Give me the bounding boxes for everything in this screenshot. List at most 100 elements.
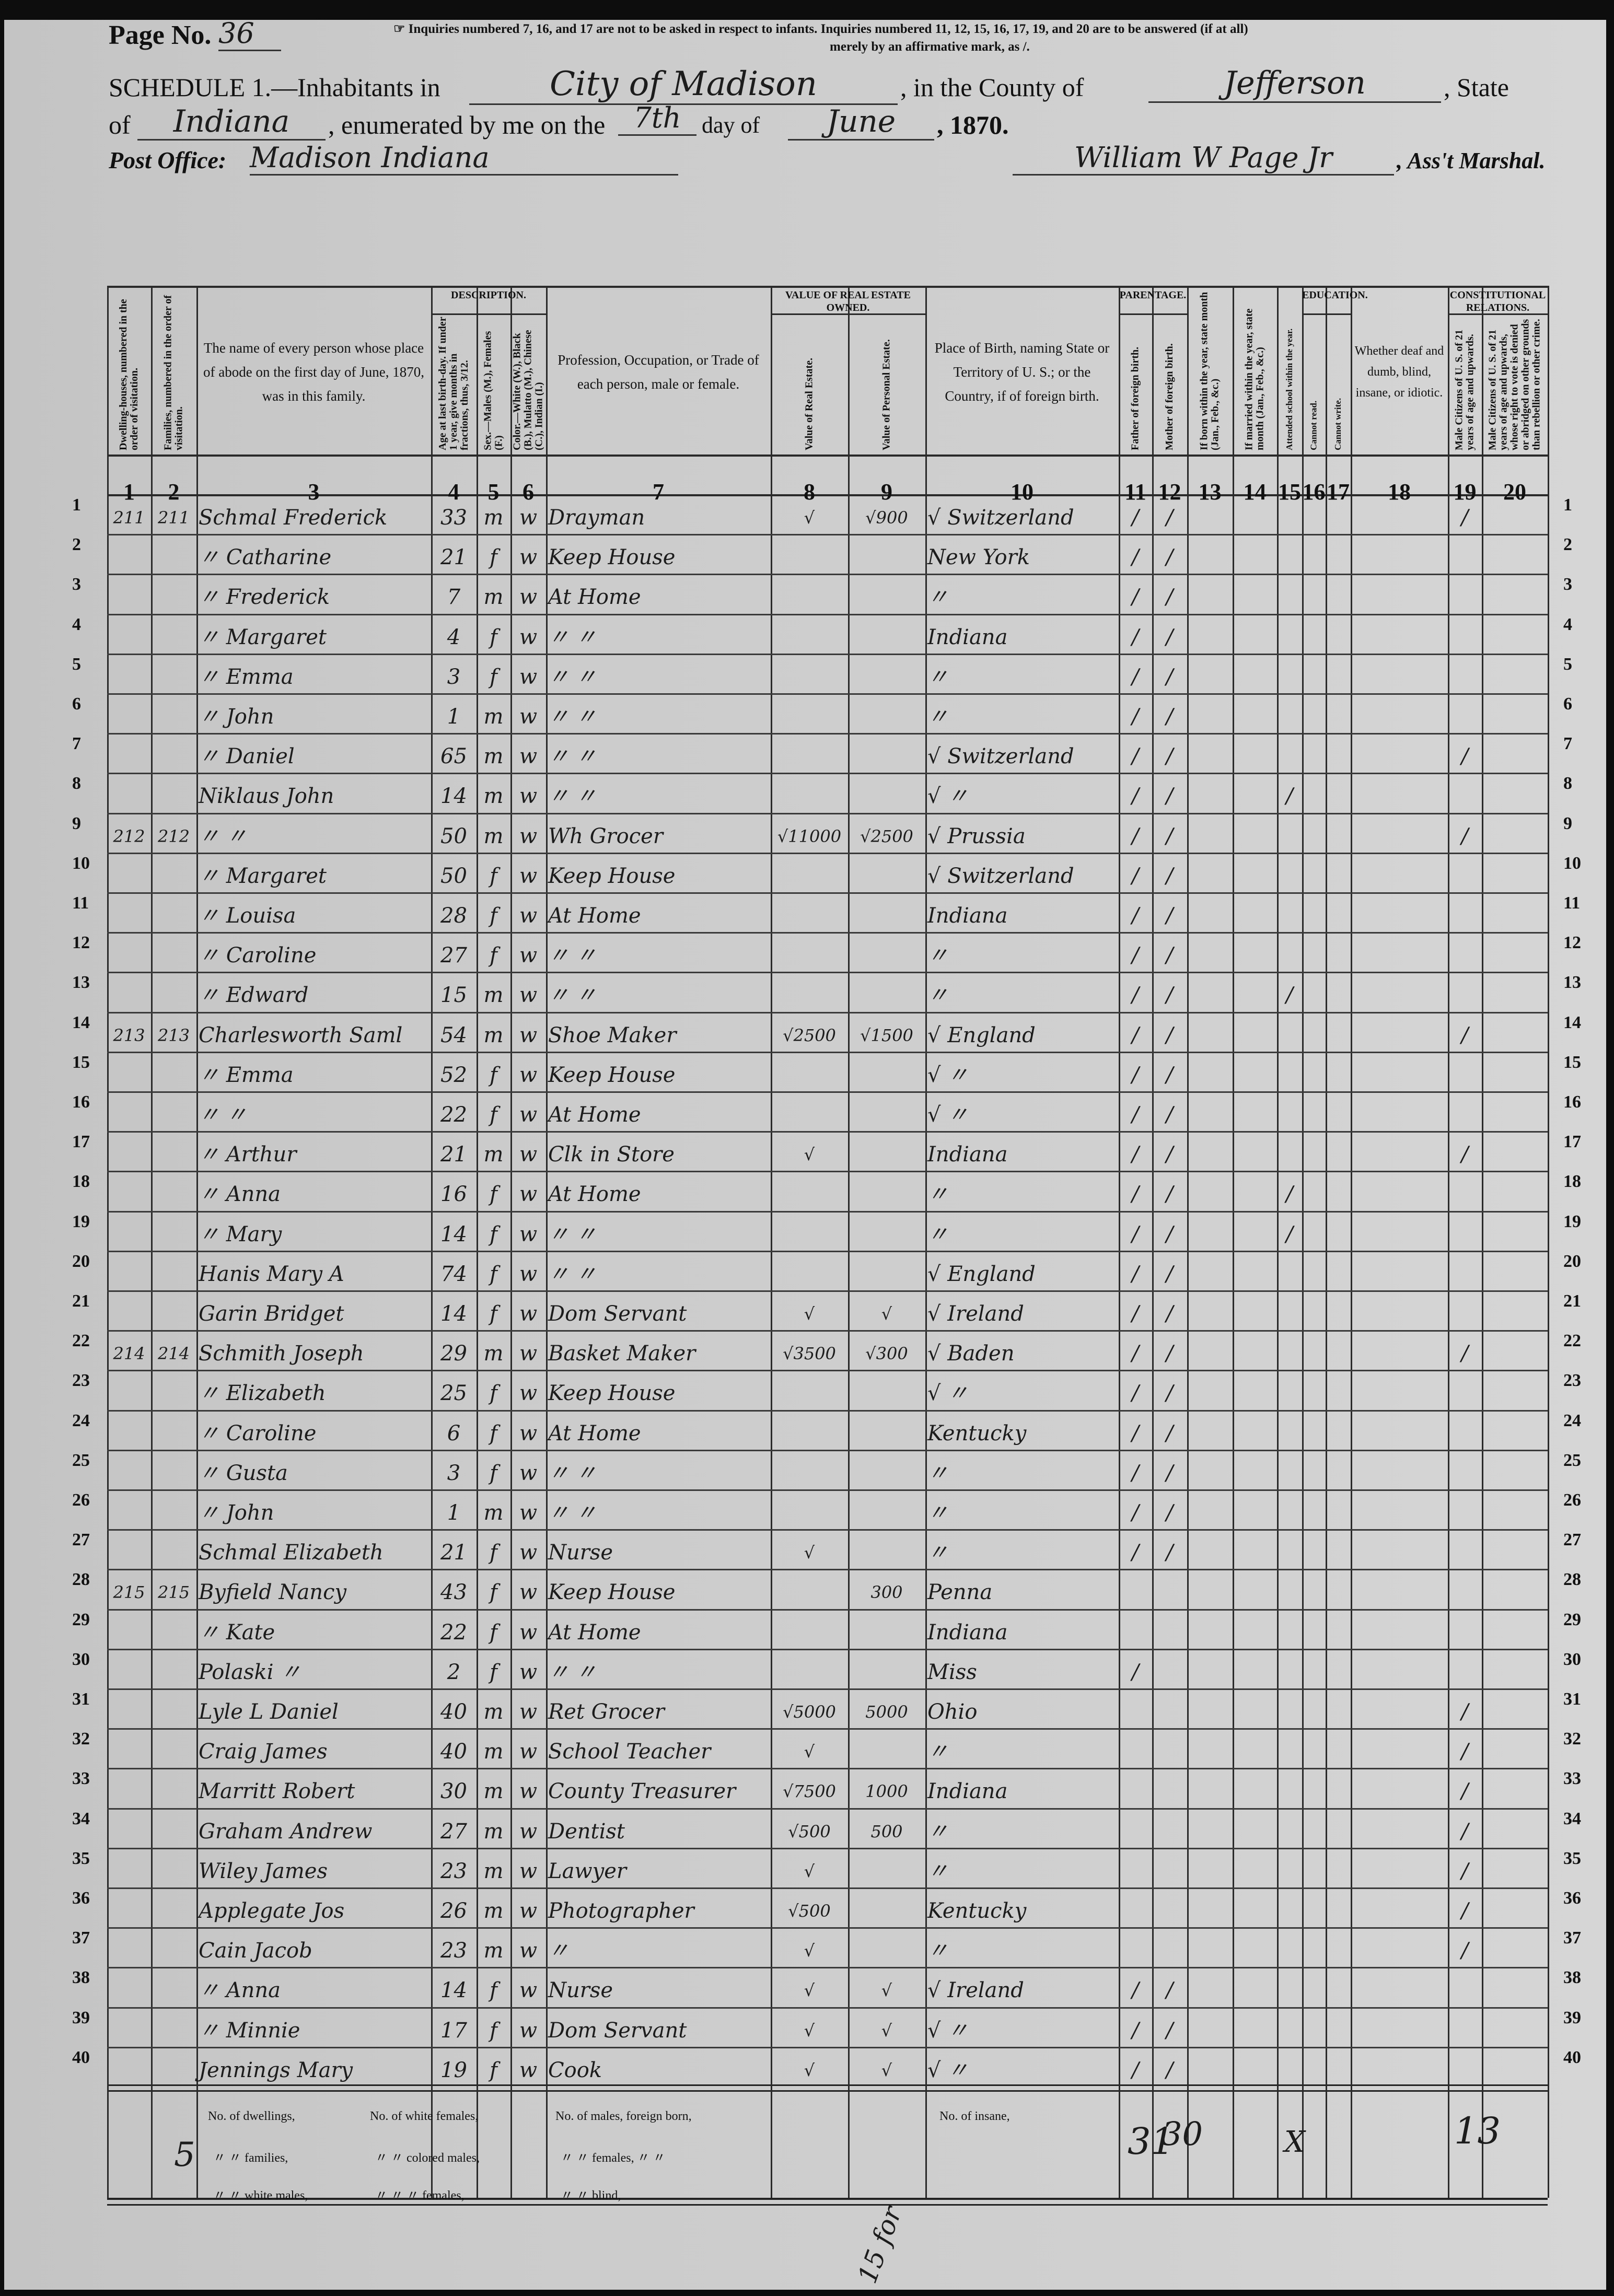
cell-personal-estate: √300	[865, 1344, 908, 1364]
column-number-8: 8	[804, 479, 815, 505]
cell-age: 3	[447, 665, 461, 689]
cell-color: w	[519, 1541, 538, 1565]
cell-father: /	[1132, 943, 1139, 968]
cell-mother: /	[1166, 2018, 1174, 2043]
row-rule	[107, 1409, 1548, 1412]
cell-name: 〃 Emma	[199, 1063, 294, 1087]
cell-name: Applegate Jos	[199, 1899, 345, 1923]
cell-father: /	[1132, 665, 1139, 689]
cell-color: w	[519, 705, 538, 729]
column-number-18: 18	[1388, 479, 1411, 505]
row-rule	[107, 653, 1548, 655]
line-number-right: 14	[1563, 1012, 1581, 1032]
cell-occupation: 〃 〃	[548, 1501, 597, 1525]
post-office-field: Madison Indiana	[250, 141, 678, 176]
cell-real-estate: √7500	[783, 1781, 836, 1802]
line-number-left: 4	[72, 614, 81, 634]
cell-age: 28	[440, 904, 467, 928]
cell-birthplace: √ Baden	[927, 1342, 1015, 1366]
cell-birthplace: 〃	[927, 1859, 948, 1883]
row-rule	[107, 1529, 1548, 1531]
cell-occupation: 〃 〃	[548, 744, 597, 769]
cell-name: 〃 Elizabeth	[199, 1381, 326, 1406]
cell-occupation: Wh Grocer	[548, 824, 663, 848]
column-number-13: 13	[1198, 479, 1222, 505]
cell-occupation: Keep House	[548, 864, 676, 888]
line-number-right: 6	[1563, 694, 1572, 714]
line-number-left: 20	[72, 1251, 90, 1271]
cell-color: w	[519, 1182, 538, 1207]
page-no: 36	[218, 17, 281, 51]
cell-birthplace: √ 〃	[927, 784, 969, 809]
cell-color: w	[519, 1779, 538, 1804]
cell-birthplace: 〃	[927, 943, 948, 968]
group-rule	[1448, 313, 1548, 315]
cell-mother: /	[1166, 864, 1174, 888]
column-number-9: 9	[881, 479, 892, 505]
cell-father: /	[1132, 983, 1139, 1008]
column-number-3: 3	[308, 479, 320, 505]
column-header-1: Dwelling-houses, numbered in the order o…	[118, 299, 140, 450]
cell-name: 〃 Caroline	[199, 943, 317, 968]
column-header-3: The name of every person whose place of …	[203, 340, 424, 404]
row-rule	[107, 1330, 1548, 1332]
cell-family: 212	[157, 826, 190, 846]
column-rule	[1302, 286, 1304, 2198]
cell-sex: f	[490, 943, 497, 968]
cell-sex: m	[483, 705, 504, 729]
cell-mother: /	[1166, 784, 1174, 809]
line-number-right: 33	[1563, 1769, 1581, 1789]
cell-name: 〃 Minnie	[199, 2018, 300, 2043]
cell-birthplace: √ Prussia	[927, 824, 1026, 848]
cell-age: 17	[440, 2018, 467, 2043]
column-rule	[1277, 286, 1279, 2198]
cell-real-estate: √3500	[783, 1344, 836, 1364]
cell-color: w	[519, 1580, 538, 1605]
cell-sex: m	[483, 1819, 504, 1844]
cell-color: w	[519, 1740, 538, 1764]
cell-mother: /	[1166, 2058, 1174, 2082]
cell-age: 40	[440, 1700, 467, 1724]
cell-personal-estate: 300	[870, 1582, 903, 1603]
cell-mother: /	[1166, 625, 1174, 649]
column-header-15: Attended school within the year.	[1284, 328, 1294, 450]
cell-sex: f	[490, 864, 497, 888]
cell-name: 〃 Arthur	[199, 1143, 297, 1167]
cell-age: 1	[447, 1501, 461, 1525]
place-field: City of Madison	[469, 65, 898, 105]
cell-occupation: 〃 〃	[548, 1262, 597, 1286]
column-rule	[848, 286, 850, 2198]
row-rule	[107, 892, 1548, 894]
cell-birthplace: Indiana	[927, 1620, 1008, 1645]
line-number-right: 2	[1563, 535, 1572, 555]
cell-birthplace: 〃	[927, 1182, 948, 1207]
cell-sex: f	[490, 1541, 497, 1565]
row-rule	[107, 1569, 1548, 1571]
cell-father: /	[1132, 585, 1139, 610]
cell-sex: f	[490, 1421, 497, 1446]
row-rule	[107, 812, 1548, 814]
day-field: 7th	[618, 101, 696, 136]
group-rule	[1119, 313, 1187, 315]
cell-color: w	[519, 1939, 538, 1963]
cell-dwelling: 211	[113, 508, 145, 528]
column-header-10: Place of Birth, naming State or Territor…	[934, 340, 1110, 404]
cell-occupation: At Home	[548, 585, 641, 610]
cell-occupation: 〃 〃	[548, 1461, 597, 1485]
cell-sex: f	[490, 1580, 497, 1605]
cell-mother: /	[1166, 1501, 1174, 1525]
cell-name: Schmal Frederick	[199, 506, 388, 530]
cell-age: 16	[440, 1182, 467, 1207]
cell-school: /	[1286, 1182, 1293, 1207]
cell-age: 30	[440, 1779, 467, 1804]
tally-father-foreign: 31	[1128, 2120, 1175, 2163]
cell-real-estate: √5000	[783, 1702, 836, 1722]
cell-citizen: /	[1461, 744, 1469, 769]
cell-age: 43	[440, 1580, 467, 1605]
cell-real-estate: √	[804, 2020, 815, 2041]
cell-father: /	[1132, 705, 1139, 729]
cell-sex: f	[490, 1660, 497, 1684]
cell-mother: /	[1166, 1222, 1174, 1246]
cell-mother: /	[1166, 585, 1174, 610]
column-number-2: 2	[168, 479, 180, 505]
